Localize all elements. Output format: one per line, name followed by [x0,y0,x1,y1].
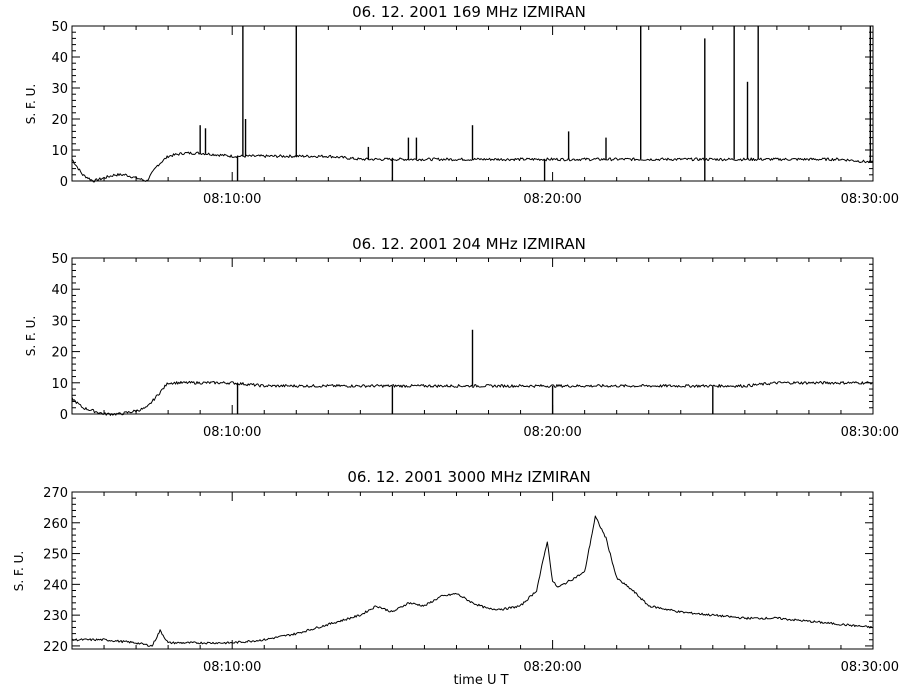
y-tick-label: 10 [51,144,68,159]
x-tick-label: 08:30:00 [841,192,899,207]
y-axis-label: S. F. U. [12,551,26,591]
x-tick-label: 08:10:00 [203,425,261,440]
series-line [71,151,874,183]
y-tick-label: 0 [60,175,68,190]
panel-169mhz: 06. 12. 2001 169 MHz IZMIRAN S. F. U. 0 1… [24,3,899,207]
series-line [71,380,874,416]
x-tick-label: 08:20:00 [523,660,581,675]
y-tick-label: 40 [51,283,68,298]
y-tick-label: 270 [43,486,68,501]
panel-title: 06. 12. 2001 204 MHz IZMIRAN [352,235,586,253]
x-tick-label: 08:20:00 [523,192,581,207]
plot-frame [71,257,874,415]
panel-title: 06. 12. 2001 169 MHz IZMIRAN [352,3,586,21]
y-tick-label: 40 [51,51,68,66]
x-tick-label: 08:20:00 [523,425,581,440]
y-tick-label: 250 [43,548,68,563]
y-tick-label: 260 [43,517,68,532]
y-tick-label: 20 [51,346,68,361]
y-tick-label: 50 [51,20,68,35]
plot-frame [71,25,874,182]
y-axis-label: S. F. U. [24,316,38,356]
y-tick-label: 20 [51,113,68,128]
x-axis-label: time U T [453,673,508,688]
y-tick-label: 50 [51,252,68,267]
y-tick-label: 30 [51,82,68,97]
y-tick-label: 10 [51,377,68,392]
panel-title: 06. 12. 2001 3000 MHz IZMIRAN [347,468,590,486]
panel-204mhz: 06. 12. 2001 204 MHz IZMIRAN S. F. U. 0 1… [24,235,899,440]
x-tick-label: 08:30:00 [841,660,899,675]
x-tick-label: 08:30:00 [841,425,899,440]
y-tick-label: 220 [43,640,68,655]
panel-3000mhz: 06. 12. 2001 3000 MHz IZMIRAN S. F. U. t… [12,468,899,688]
x-tick-label: 08:10:00 [203,660,261,675]
x-tick-label: 08:10:00 [203,192,261,207]
y-axis-label: S. F. U. [24,84,38,124]
plot-frame [71,491,874,650]
y-tick-label: 0 [60,408,68,423]
y-tick-label: 240 [43,578,68,593]
series-line [71,515,874,647]
y-tick-label: 230 [43,609,68,624]
y-tick-label: 30 [51,314,68,329]
